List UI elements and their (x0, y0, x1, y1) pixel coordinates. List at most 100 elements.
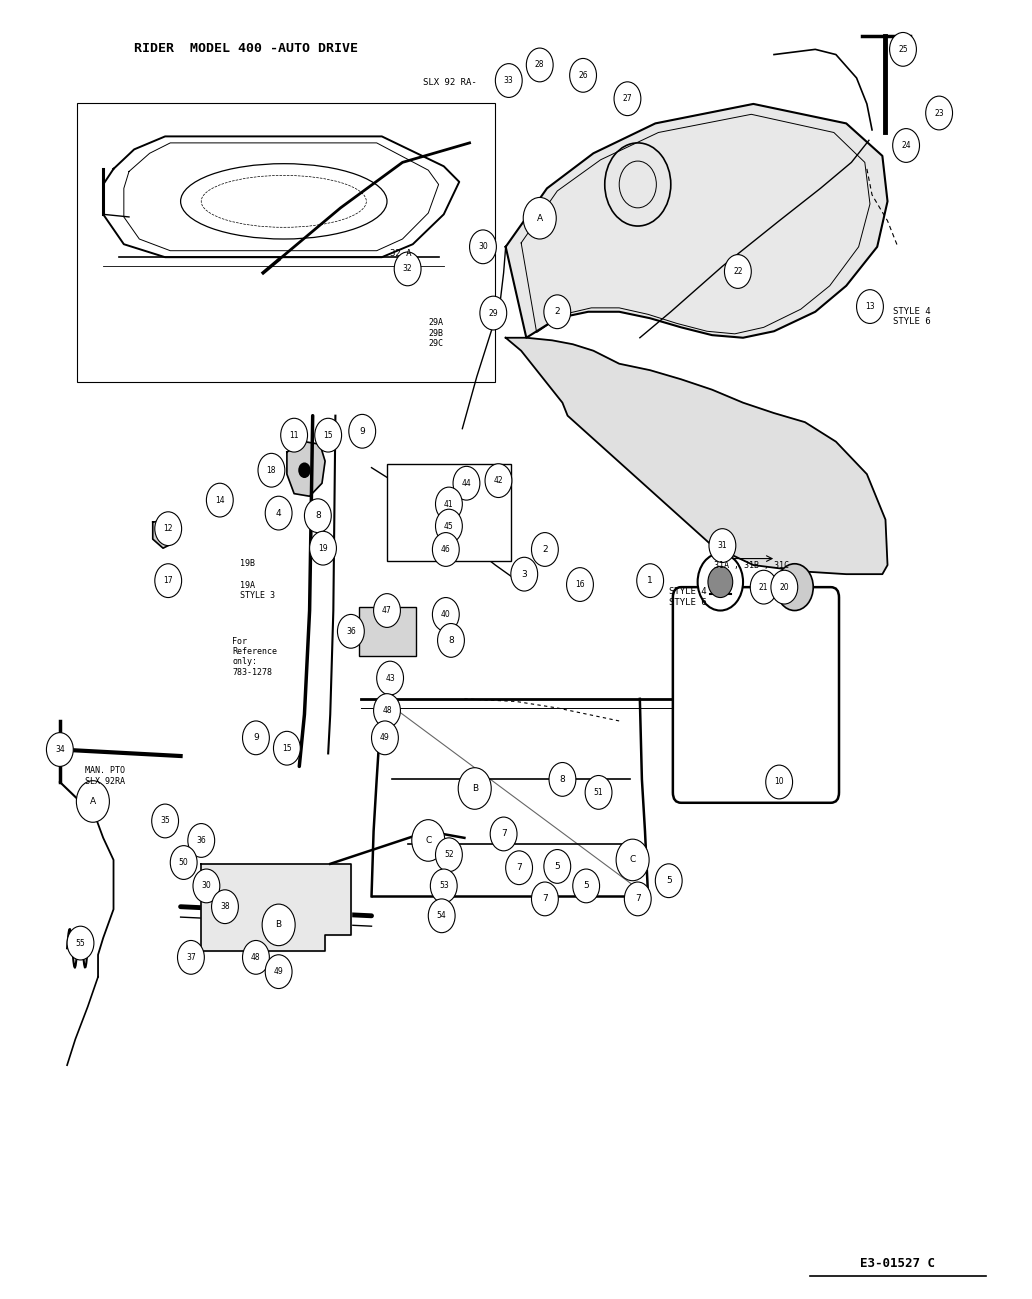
Circle shape (523, 197, 556, 239)
Text: 9: 9 (253, 734, 259, 742)
Text: 7: 7 (635, 895, 641, 903)
Circle shape (170, 846, 197, 879)
Circle shape (570, 58, 596, 92)
Circle shape (310, 531, 336, 565)
Circle shape (624, 882, 651, 916)
Text: C: C (425, 837, 431, 844)
Polygon shape (201, 864, 351, 951)
Circle shape (453, 466, 480, 500)
Polygon shape (506, 338, 888, 574)
Text: 2: 2 (554, 308, 560, 316)
Circle shape (265, 496, 292, 530)
Text: 52: 52 (444, 851, 454, 859)
Text: 12: 12 (163, 525, 173, 533)
Text: 29A
29B
29C: 29A 29B 29C (428, 318, 444, 348)
Text: 25: 25 (898, 45, 908, 53)
Text: 17: 17 (163, 577, 173, 585)
Text: 40: 40 (441, 611, 451, 618)
Text: 33: 33 (504, 77, 514, 84)
Text: 28: 28 (535, 61, 545, 69)
Text: 2: 2 (542, 546, 548, 553)
Text: 46: 46 (441, 546, 451, 553)
Text: 8: 8 (315, 512, 321, 520)
Circle shape (243, 940, 269, 974)
Circle shape (262, 904, 295, 946)
Circle shape (857, 290, 883, 323)
Circle shape (506, 851, 533, 885)
Text: 49: 49 (380, 734, 390, 742)
FancyBboxPatch shape (673, 587, 839, 803)
Circle shape (637, 564, 664, 598)
Text: 10: 10 (774, 778, 784, 786)
Circle shape (258, 453, 285, 487)
Text: STYLE 4
STYLE 6: STYLE 4 STYLE 6 (893, 307, 930, 326)
Text: 44: 44 (461, 479, 472, 487)
Text: 32: 32 (402, 265, 413, 273)
Text: STYLE 4
STYLE 6: STYLE 4 STYLE 6 (669, 587, 706, 607)
Circle shape (485, 464, 512, 498)
Text: 35: 35 (160, 817, 170, 825)
Circle shape (698, 553, 743, 611)
Text: 1: 1 (647, 577, 653, 585)
Polygon shape (287, 442, 325, 496)
Text: For
Reference
only:
783-1278: For Reference only: 783-1278 (232, 637, 278, 677)
Text: 54: 54 (437, 912, 447, 920)
Text: 41: 41 (444, 500, 454, 508)
Text: 7: 7 (542, 895, 548, 903)
Circle shape (212, 890, 238, 924)
Bar (77, 103, 495, 382)
Circle shape (188, 824, 215, 857)
Circle shape (470, 230, 496, 264)
Text: 32 A: 32 A (390, 249, 412, 259)
Circle shape (281, 418, 308, 452)
Text: 36: 36 (196, 837, 206, 844)
Circle shape (298, 462, 311, 478)
Text: 29: 29 (488, 309, 498, 317)
Circle shape (372, 721, 398, 755)
Circle shape (585, 776, 612, 809)
Text: B: B (472, 785, 478, 792)
Text: 43: 43 (385, 674, 395, 682)
Text: 45: 45 (444, 522, 454, 530)
Circle shape (531, 533, 558, 566)
Circle shape (315, 418, 342, 452)
Circle shape (152, 804, 179, 838)
Circle shape (526, 48, 553, 82)
Circle shape (495, 64, 522, 97)
Text: 15: 15 (282, 744, 292, 752)
Text: 48: 48 (382, 707, 392, 714)
Text: E3-01527 C: E3-01527 C (861, 1257, 935, 1270)
Circle shape (67, 926, 94, 960)
Text: 38: 38 (220, 903, 230, 911)
Circle shape (76, 781, 109, 822)
Text: 37: 37 (186, 953, 196, 961)
Circle shape (428, 899, 455, 933)
Text: 15: 15 (323, 431, 333, 439)
Circle shape (531, 882, 558, 916)
Text: 53: 53 (439, 882, 449, 890)
Text: 30: 30 (478, 243, 488, 251)
Text: 47: 47 (382, 607, 392, 614)
Text: 5: 5 (554, 863, 560, 870)
Text: 49: 49 (273, 968, 284, 976)
Text: 23: 23 (934, 109, 944, 117)
Bar (359, 607, 416, 656)
Text: 21: 21 (759, 583, 769, 591)
Circle shape (709, 529, 736, 562)
Text: 19B: 19B (240, 559, 256, 568)
Circle shape (430, 869, 457, 903)
Text: 7: 7 (501, 830, 507, 838)
Circle shape (750, 570, 777, 604)
Text: 34: 34 (55, 746, 65, 753)
Circle shape (265, 955, 292, 989)
Circle shape (893, 129, 920, 162)
Text: 18: 18 (266, 466, 277, 474)
Circle shape (193, 869, 220, 903)
Text: 3: 3 (521, 570, 527, 578)
Text: 55: 55 (75, 939, 86, 947)
Circle shape (567, 568, 593, 601)
Circle shape (273, 731, 300, 765)
Circle shape (412, 820, 445, 861)
Circle shape (544, 850, 571, 883)
Text: 14: 14 (215, 496, 225, 504)
